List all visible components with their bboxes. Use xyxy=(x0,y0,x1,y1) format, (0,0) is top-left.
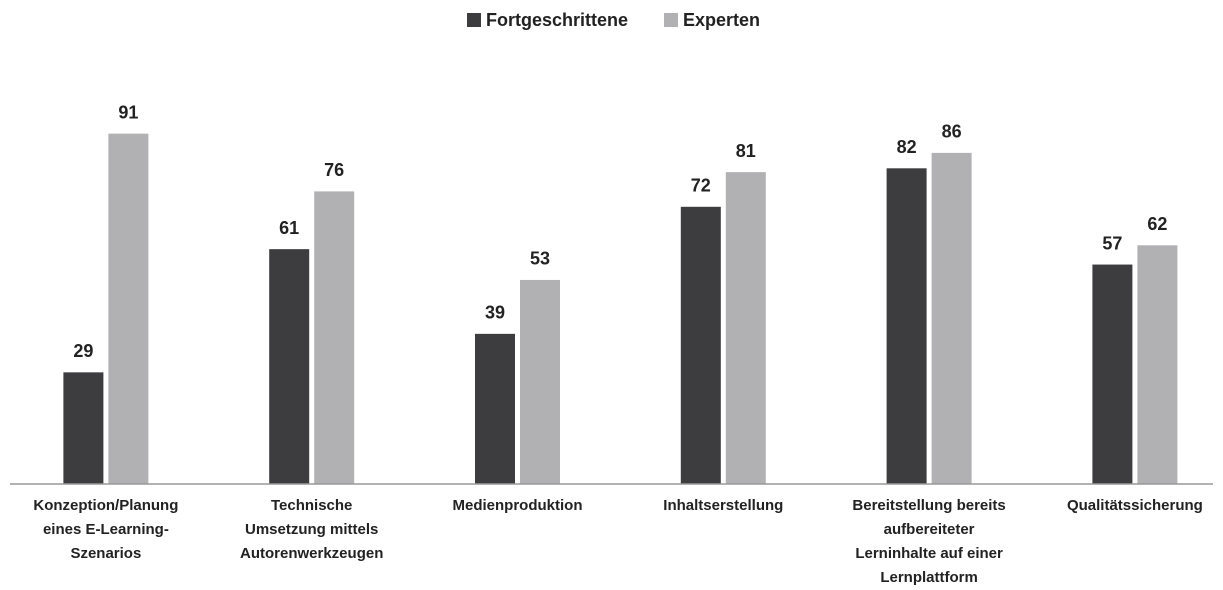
value-label: 61 xyxy=(279,218,299,238)
legend-swatch xyxy=(467,13,481,27)
bar xyxy=(63,372,104,484)
value-label: 62 xyxy=(1147,214,1167,234)
x-tick-label: Qualitätssicherung xyxy=(1066,497,1203,514)
x-tick-label: Inhaltserstellung xyxy=(663,497,784,514)
bar xyxy=(931,152,972,484)
value-label: 57 xyxy=(1102,233,1122,253)
x-tick-label: Medienproduktion xyxy=(452,497,583,514)
bar xyxy=(680,206,721,485)
value-label: 72 xyxy=(691,176,711,196)
bar xyxy=(108,133,149,484)
value-label: 91 xyxy=(118,102,138,122)
bar xyxy=(725,172,766,484)
x-tick-label: Technische Umsetzung mittels Autorenwerk… xyxy=(240,497,384,562)
legend-label: Fortgeschrittene xyxy=(486,10,628,30)
value-label: 81 xyxy=(736,141,756,161)
bar xyxy=(1137,245,1178,484)
legend-label: Experten xyxy=(683,10,760,30)
bar xyxy=(314,191,355,484)
legend-swatch xyxy=(664,13,678,27)
value-label: 39 xyxy=(485,303,505,323)
value-label: 53 xyxy=(530,249,550,269)
bar xyxy=(475,333,515,484)
bar xyxy=(1092,264,1133,484)
x-tick-label: Konzeption/Planung eines E-Learning- Sze… xyxy=(33,497,179,562)
value-label: 86 xyxy=(942,122,962,142)
value-label: 76 xyxy=(324,160,344,180)
bar xyxy=(269,249,310,484)
bar xyxy=(520,279,560,484)
x-tick-label: Bereitstellung bereits aufbereiteter Ler… xyxy=(852,497,1006,586)
value-label: 82 xyxy=(897,137,917,157)
bar xyxy=(886,168,927,485)
value-label: 29 xyxy=(73,341,93,361)
